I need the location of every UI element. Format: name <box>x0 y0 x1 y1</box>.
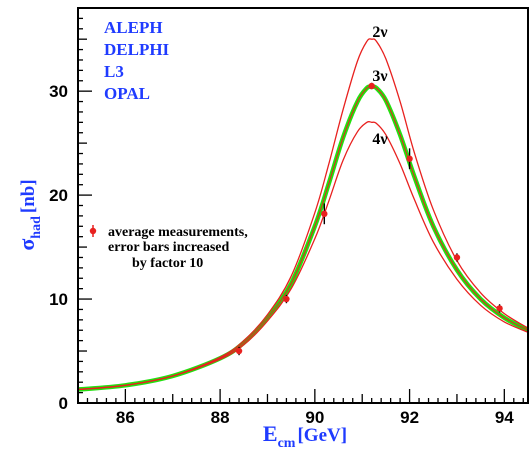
x-tick-label: 88 <box>211 408 230 427</box>
experiments-list: ALEPH DELPHI L3 OPAL <box>104 18 170 103</box>
curve-label-2nu: 2ν <box>372 24 387 41</box>
y-tick-label: 20 <box>49 186 68 205</box>
experiment-label: ALEPH <box>104 18 163 37</box>
measurement-point <box>406 155 413 162</box>
series-line-3nu-center <box>77 86 529 390</box>
svg-text:average measurements, er: average measurements, error bars increas… <box>108 225 251 271</box>
series-line-2nu <box>77 38 529 391</box>
x-axis-label-sub: cm <box>278 436 296 451</box>
curves-layer <box>77 38 530 392</box>
x-tick-label: 90 <box>305 408 324 427</box>
y-axis-label-unit: [nb] <box>18 179 39 213</box>
legend-text-line: error bars increased <box>108 240 230 255</box>
y-axis-label-sub: had <box>29 216 44 239</box>
x-tick-label: 94 <box>495 408 514 427</box>
measurements-layer <box>235 82 503 356</box>
measurement-point <box>453 254 461 261</box>
x-tick-label: 92 <box>400 408 419 427</box>
measurement-point <box>368 82 375 90</box>
legend-text-line: by factor 10 <box>132 256 203 271</box>
svg-text:σhad[nb]: σhad [nb] <box>14 179 44 250</box>
experiment-label: L3 <box>104 62 124 81</box>
x-axis-label-main: E <box>263 421 278 446</box>
y-tick-label: 0 <box>59 394 68 413</box>
legend-text-line: average measurements, <box>108 225 248 240</box>
y-tick-label: 10 <box>49 290 68 309</box>
x-ticks: 86 88 90 92 94 <box>77 389 524 427</box>
y-axis-label: σhad [nb] <box>14 179 44 250</box>
x-axis-label: Ecm [GeV] <box>263 421 347 451</box>
x-tick-label: 86 <box>116 408 135 427</box>
measurement-point <box>321 210 328 218</box>
plot-frame <box>77 7 529 404</box>
y-ticks: 0 10 20 30 <box>49 7 92 413</box>
legend: average measurements, error bars increas… <box>89 225 251 271</box>
measurement-point <box>235 347 243 355</box>
curve-labels: 2ν 3ν 4ν <box>372 24 387 148</box>
curve-label-3nu: 3ν <box>372 68 387 85</box>
svg-text:Ecm[GeV]: Ecm [GeV] <box>263 421 347 451</box>
y-tick-label: 30 <box>49 82 68 101</box>
x-axis-label-unit: [GeV] <box>297 425 347 446</box>
measurement-point <box>283 295 290 303</box>
measurement-point <box>496 305 503 312</box>
experiment-label: OPAL <box>104 84 150 103</box>
curve-label-4nu: 4ν <box>372 131 387 148</box>
legend-marker <box>89 227 97 235</box>
series-line-4nu <box>77 120 529 391</box>
experiment-label: DELPHI <box>104 40 170 59</box>
y-axis-label-main: σ <box>14 239 39 251</box>
